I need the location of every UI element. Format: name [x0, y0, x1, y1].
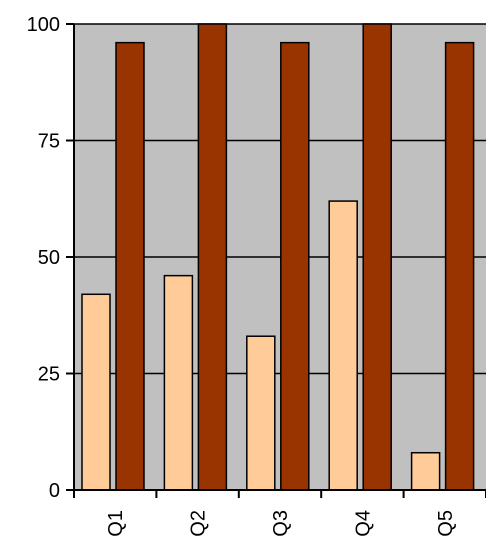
bar-series-1-Q2 [163, 274, 194, 491]
bar-series-2-Q1 [115, 41, 145, 491]
y-tick-label: 75 [38, 131, 60, 153]
y-tick-label: 50 [38, 247, 60, 269]
y-ticks: 0 25 50 75 100 [27, 14, 74, 502]
y-tick-label: 100 [27, 14, 60, 36]
x-tick-label: Q2 [188, 510, 210, 537]
bar-series-2-Q4 [362, 23, 392, 491]
bars [81, 23, 475, 491]
y-tick-label: 0 [49, 480, 60, 502]
x-tick-label: Q1 [105, 510, 127, 537]
bar-series-1-Q1 [81, 293, 111, 491]
bar-series-2-Q3 [280, 41, 310, 491]
x-ticks: Q1 Q2 Q3 Q4 Q5 [73, 490, 486, 537]
x-tick-label: Q3 [270, 510, 292, 537]
x-tick-label: Q5 [435, 510, 457, 537]
bar-series-1-Q4 [328, 200, 358, 491]
bar-series-2-Q5 [444, 41, 475, 491]
bar-series-1-Q3 [246, 335, 276, 491]
bar-series-1-Q5 [410, 451, 441, 491]
bar-series-2-Q2 [197, 23, 228, 491]
x-tick-label: Q4 [352, 510, 374, 537]
y-tick-label: 25 [38, 364, 60, 386]
